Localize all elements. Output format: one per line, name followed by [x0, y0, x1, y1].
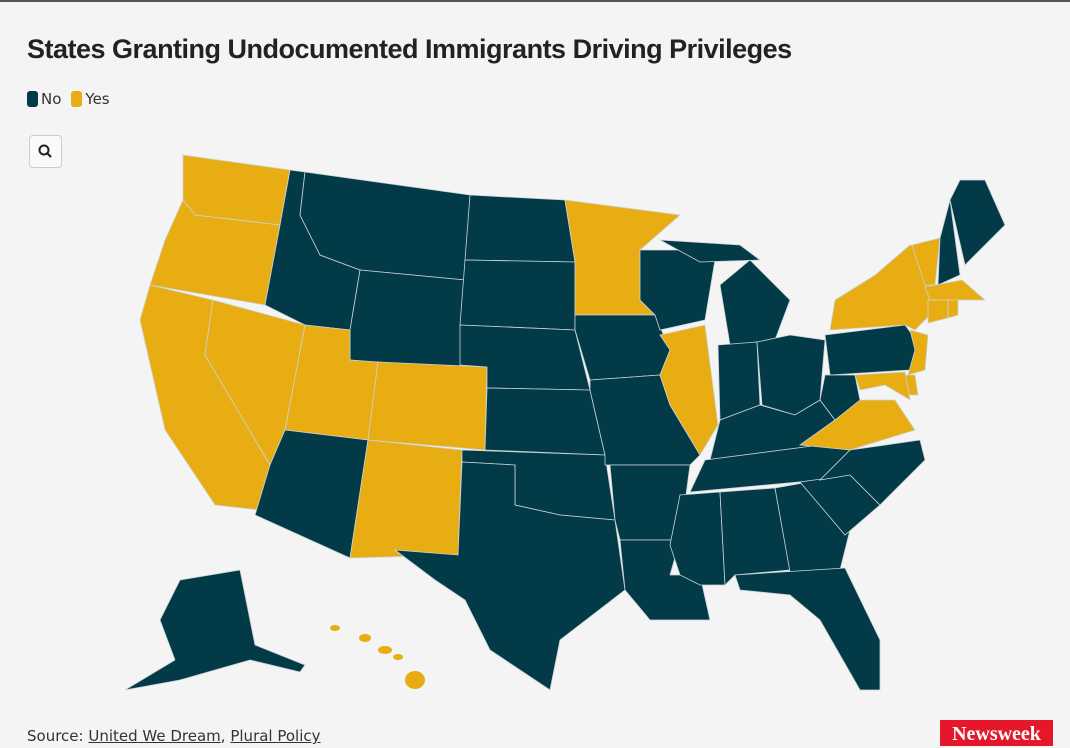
state[interactable]: [949, 179, 1006, 266]
state[interactable]: [124, 569, 306, 691]
source-link[interactable]: Plural Policy: [230, 727, 321, 745]
state[interactable]: [927, 299, 949, 324]
state[interactable]: [182, 154, 291, 226]
state[interactable]: [659, 324, 719, 456]
state[interactable]: [393, 654, 403, 660]
state[interactable]: [254, 429, 369, 559]
zoom-search-button[interactable]: [29, 135, 62, 168]
title: States Granting Undocumented Immigrants …: [27, 34, 792, 64]
legend-label: Yes: [85, 90, 110, 108]
state[interactable]: [359, 634, 371, 642]
state[interactable]: [719, 487, 791, 586]
source-link[interactable]: United We Dream: [88, 727, 221, 745]
state[interactable]: [819, 374, 861, 421]
state[interactable]: [924, 279, 987, 301]
legend-item: No: [27, 90, 61, 108]
state[interactable]: [734, 567, 881, 691]
state[interactable]: [484, 387, 606, 456]
state[interactable]: [669, 491, 726, 586]
search-icon: [38, 144, 52, 158]
state[interactable]: [349, 439, 463, 559]
state[interactable]: [719, 259, 791, 346]
legend-swatch: [71, 91, 83, 107]
state[interactable]: [349, 269, 466, 371]
state[interactable]: [330, 625, 340, 631]
source-prefix: Source:: [27, 727, 84, 745]
legend-swatch: [27, 91, 38, 107]
state[interactable]: [937, 199, 961, 286]
state[interactable]: [393, 461, 626, 691]
state[interactable]: [824, 324, 921, 376]
state[interactable]: [947, 299, 959, 319]
source-separator: ,: [220, 727, 226, 745]
logo: Newsweek: [940, 720, 1053, 746]
state[interactable]: [854, 371, 911, 401]
legend-item: Yes: [71, 90, 110, 108]
state[interactable]: [659, 239, 762, 263]
state[interactable]: [367, 361, 488, 451]
state[interactable]: [464, 194, 576, 263]
state[interactable]: [405, 671, 425, 689]
state[interactable]: [378, 646, 392, 654]
state[interactable]: [907, 329, 929, 376]
state[interactable]: [459, 259, 576, 331]
legend: No Yes: [27, 90, 110, 108]
legend-label: No: [41, 90, 62, 108]
top-rule: [0, 0, 1070, 2]
state[interactable]: [574, 314, 671, 381]
us-map: [124, 154, 1006, 691]
source: Source: United We Dream, Plural Policy: [27, 727, 321, 745]
